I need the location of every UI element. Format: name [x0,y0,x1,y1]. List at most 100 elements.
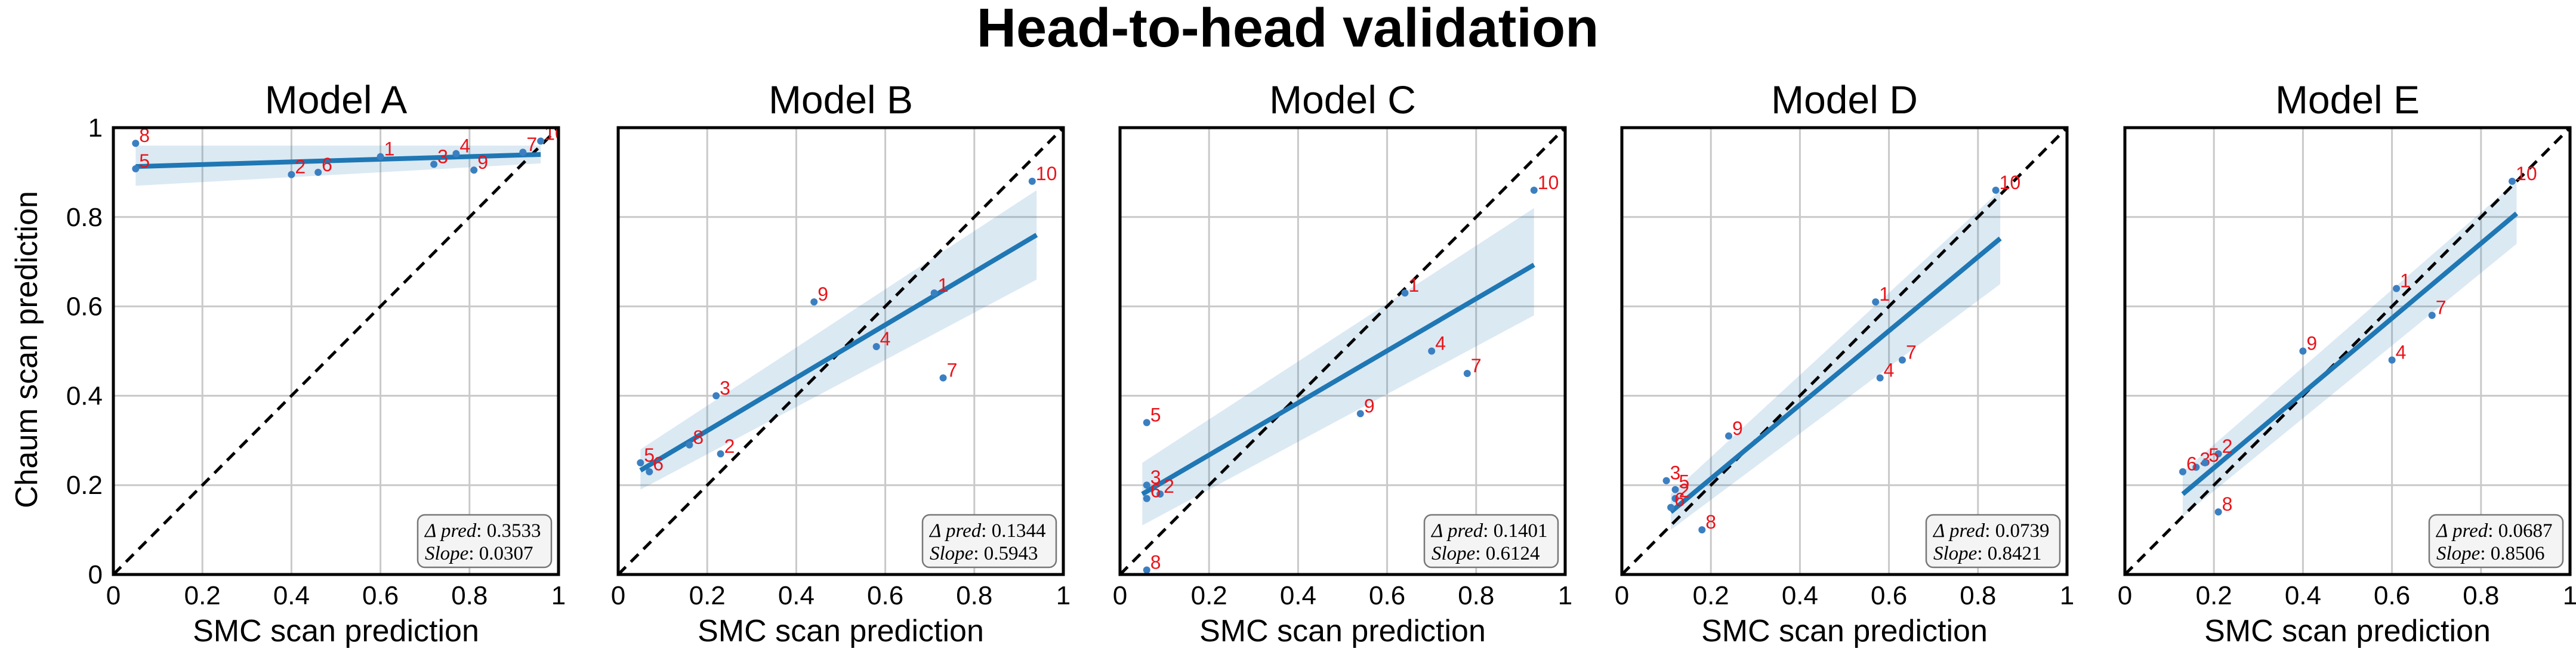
colon-sep: : [476,520,486,542]
stats-box [417,514,553,569]
delta-pred-key: Δ pred [928,520,982,542]
data-point [537,137,545,145]
panel-title: Model D [1771,78,1918,122]
point-label: 1 [2400,270,2411,292]
delta-pred-key: Δ pred [2435,520,2488,542]
point-label: 10 [2000,172,2021,193]
point-label: 2 [1164,475,1174,497]
data-point [2214,508,2222,516]
y-tick-label: 0.6 [66,292,103,322]
regression-line [1141,262,1535,496]
x-tick-label: 1 [2563,581,2576,610]
x-axis-label: SMC scan prediction [1701,614,1988,648]
delta-pred-stat: Δ pred: 0.1344 [928,520,1045,542]
regression-line [639,233,1038,472]
panel-d: 1 23 4 56 7 8 9 10 0 0.2 0.4 0.6 0.8 1 Model D SMC scan… [1615,78,2074,648]
data-point [1872,298,1880,306]
identity-line [1622,128,2067,574]
data-point [2201,459,2209,467]
point-label: 8 [1705,511,1716,533]
point-label: 5 [139,150,150,172]
delta-pred-key: Δ pred [1932,520,1985,542]
point-label: 4 [1435,333,1446,354]
point-label: 7 [2436,297,2447,319]
colon-sep: : [468,543,479,564]
data-point [1671,495,1679,502]
plot-area: 1 23 4 56 7 8 9 10 [1622,128,2067,574]
identity-line [1120,128,1565,574]
data-point [1671,486,1679,493]
point-label: 10 [1538,172,1559,193]
data-point [377,153,384,160]
slope-stat: Slope: 0.6124 [1432,543,1540,564]
slope-stat: Slope: 0.0307 [425,543,533,564]
data-point [1143,419,1150,427]
x-tick-label: 0.2 [2196,581,2232,610]
data-point [939,374,947,382]
point-label: 4 [459,135,470,156]
stats-box [921,514,1057,569]
x-tick-label: 0 [106,581,121,610]
figure-title: Head-to-head validation [977,0,1599,58]
data-point [2388,356,2396,364]
x-axis-label: SMC scan prediction [2204,614,2491,648]
identity-line [113,128,559,574]
slope-stat: Slope: 0.8421 [1933,543,2042,564]
identity-line [618,128,1063,574]
data-point [1428,347,1436,355]
slope-value: 0.8421 [1988,543,2042,564]
axes-frame [2123,126,2572,576]
point-label: 9 [817,283,828,305]
x-tick-label: 0.4 [273,581,310,610]
x-tick-label: 0.8 [1960,581,1996,610]
x-tick-label: 0.8 [2463,581,2499,610]
data-point [637,459,644,467]
point-label: 10 [1036,163,1057,184]
x-tick-label: 1 [551,581,566,610]
delta-pred-stat: Δ pred: 0.1401 [1430,520,1547,542]
x-axis-label: SMC scan prediction [193,614,479,648]
point-label: 2 [295,156,306,178]
point-label: 5 [644,444,655,466]
point-label: 9 [1364,395,1375,416]
panel-title: Model B [769,78,913,122]
point-label: 1 [938,274,949,296]
x-tick-label: 0 [611,581,625,610]
slope-key: Slope [1933,543,1977,564]
slope-value: 0.8506 [2491,543,2545,564]
y-tick-label: 0 [88,560,103,589]
data-point [1156,490,1164,498]
x-tick-label: 0 [2118,581,2132,610]
point-label: 7 [1906,341,1917,363]
x-axis-label: SMC scan prediction [1199,614,1486,648]
point-label: 8 [1150,552,1161,573]
data-point [1898,356,1906,364]
colon-sep: : [1475,543,1485,564]
identity-line [2125,128,2570,574]
data-point [132,140,140,147]
data-point [2393,285,2401,292]
data-point [930,289,938,297]
x-tick-label: 0.2 [689,581,726,610]
point-label: 3 [720,377,730,399]
data-point [686,441,693,449]
point-label: 6 [1150,480,1161,502]
data-point [1143,481,1150,489]
data-point [1143,495,1150,502]
data-point [810,298,818,306]
x-tick-label: 0.6 [2374,581,2410,610]
axes-frame [1620,126,2069,576]
x-tick-label: 0 [1615,581,1629,610]
point-label: 1 [1879,283,1890,305]
data-point [1356,410,1364,418]
data-point [646,468,653,475]
y-tick-label: 0.8 [66,203,103,232]
x-tick-label: 1 [1558,581,1572,610]
point-label: 9 [477,152,488,173]
x-tick-label: 0.2 [1191,581,1227,610]
regression-line [1669,236,2002,514]
panel-title: Model A [265,78,407,122]
